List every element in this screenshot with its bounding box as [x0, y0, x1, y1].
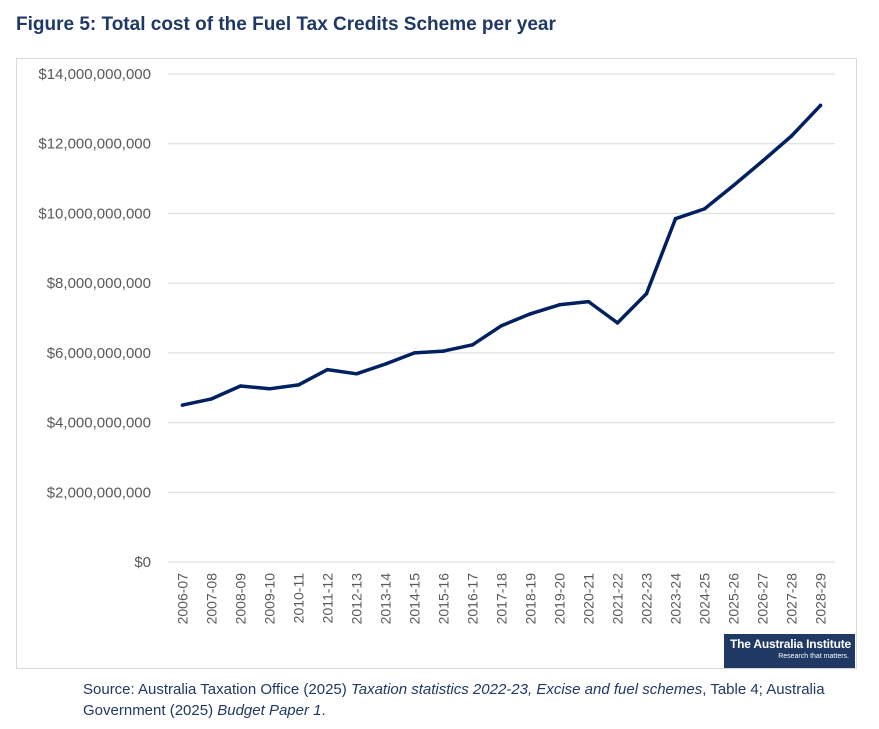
brand-tagline: Research that matters.	[778, 653, 849, 660]
source-note: Source: Australia Taxation Office (2025)…	[83, 679, 873, 721]
y-tick-label: $6,000,000,000	[47, 345, 151, 362]
y-tick-label: $4,000,000,000	[47, 415, 151, 432]
australia-institute-logo: The Australia Institute Research that ma…	[724, 634, 855, 668]
x-tick-label: 2011-12	[320, 573, 336, 624]
x-tick-label: 2027-28	[784, 573, 800, 625]
data-point	[557, 303, 562, 307]
x-tick-label: 2023-24	[668, 573, 684, 625]
x-axis-ticks: 2006-07 2007-08 2008-09 2009-10 2010-11 2011-…	[175, 573, 829, 625]
data-point	[789, 134, 794, 138]
x-tick-label: 2019-20	[552, 573, 568, 625]
data-point	[615, 321, 620, 325]
data-point	[586, 299, 591, 304]
source-mid: , Table 4; Australia Government (2025)	[83, 681, 825, 719]
x-tick-label: 2025-26	[726, 573, 742, 625]
x-tick-label: 2015-16	[436, 573, 452, 625]
data-point	[644, 291, 649, 296]
x-tick-label: 2026-27	[755, 573, 771, 625]
data-point	[731, 183, 736, 188]
data-point	[499, 323, 504, 328]
y-tick-label: $8,000,000,000	[47, 275, 151, 292]
data-point	[354, 372, 359, 376]
data-point	[412, 351, 417, 355]
x-tick-label: 2009-10	[262, 573, 278, 625]
x-tick-label: 2013-14	[378, 573, 394, 625]
figure-title: Figure 5: Total cost of the Fuel Tax Cre…	[16, 14, 556, 35]
gridlines	[168, 73, 835, 563]
source-title-taxation-statistics: Taxation statistics 2022-23, Excise and …	[350, 681, 703, 698]
y-tick-label: $12,000,000,000	[38, 136, 151, 153]
x-tick-label: 2020-21	[581, 573, 597, 625]
data-point	[180, 403, 185, 407]
y-tick-label: $10,000,000,000	[38, 205, 151, 222]
x-tick-label: 2010-11	[291, 573, 307, 624]
x-tick-label: 2007-08	[204, 573, 220, 625]
x-tick-label: 2017-18	[494, 573, 510, 625]
data-point	[383, 362, 388, 366]
data-point	[238, 384, 243, 388]
data-point	[209, 397, 214, 401]
data-point	[296, 383, 301, 387]
y-tick-label: $14,000,000,000	[38, 66, 151, 83]
y-axis-ticks: $0 $2,000,000,000 $4,000,000,000 $6,000,000…	[38, 66, 151, 571]
source-title-budget-paper: Budget Paper 1	[217, 702, 322, 719]
data-point	[760, 159, 765, 163]
data-point	[528, 312, 533, 316]
y-tick-label: $0	[134, 554, 151, 571]
x-tick-label: 2006-07	[175, 573, 191, 625]
data-point	[441, 349, 446, 353]
x-tick-label: 2012-13	[349, 573, 365, 625]
source-prefix: Source: Australia Taxation Office (2025)	[83, 681, 351, 698]
series-line-0	[180, 103, 823, 407]
data-point	[325, 367, 330, 372]
source-suffix: .	[321, 702, 326, 719]
x-tick-label: 2028-29	[813, 573, 829, 625]
brand-name: The Australia Institute	[730, 637, 851, 651]
x-tick-label: 2008-09	[233, 573, 249, 625]
x-tick-label: 2022-23	[639, 573, 655, 625]
x-tick-label: 2021-22	[610, 573, 626, 625]
data-point	[702, 207, 707, 211]
x-tick-label: 2016-17	[465, 573, 481, 625]
x-tick-label: 2014-15	[407, 573, 423, 625]
series-layer	[180, 103, 823, 407]
x-tick-label: 2024-25	[697, 573, 713, 625]
y-tick-label: $2,000,000,000	[47, 484, 151, 501]
data-point	[267, 387, 272, 391]
data-point	[673, 216, 678, 221]
chart-frame	[16, 58, 857, 669]
data-point	[470, 343, 475, 347]
data-point	[818, 103, 823, 108]
x-tick-label: 2018-19	[523, 573, 539, 625]
